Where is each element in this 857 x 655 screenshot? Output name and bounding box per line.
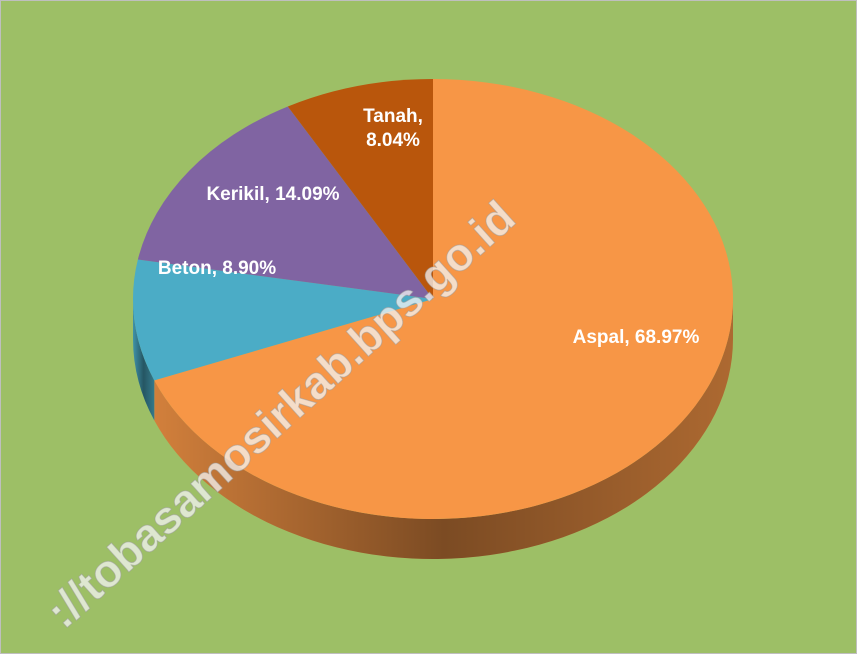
data-label: Tanah, 8.04% (363, 106, 423, 151)
data-label: Kerikil, 14.09% (206, 184, 340, 205)
slice (132, 259, 433, 381)
data-label: Beton, 8.90% (157, 258, 277, 279)
data-label: Aspal, 68.97% (572, 327, 700, 348)
slice (137, 106, 433, 299)
slice (154, 79, 733, 519)
slice (287, 79, 433, 299)
slice-side-shade (154, 299, 733, 560)
pie (132, 79, 733, 560)
slice-side-shade (133, 299, 155, 421)
